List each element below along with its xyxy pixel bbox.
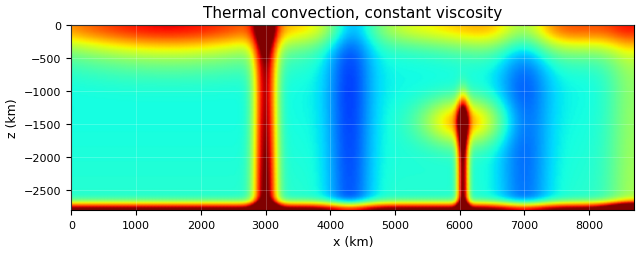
X-axis label: x (km): x (km) [333, 235, 373, 248]
Y-axis label: z (km): z (km) [6, 98, 19, 138]
Title: Thermal convection, constant viscosity: Thermal convection, constant viscosity [204, 6, 502, 21]
